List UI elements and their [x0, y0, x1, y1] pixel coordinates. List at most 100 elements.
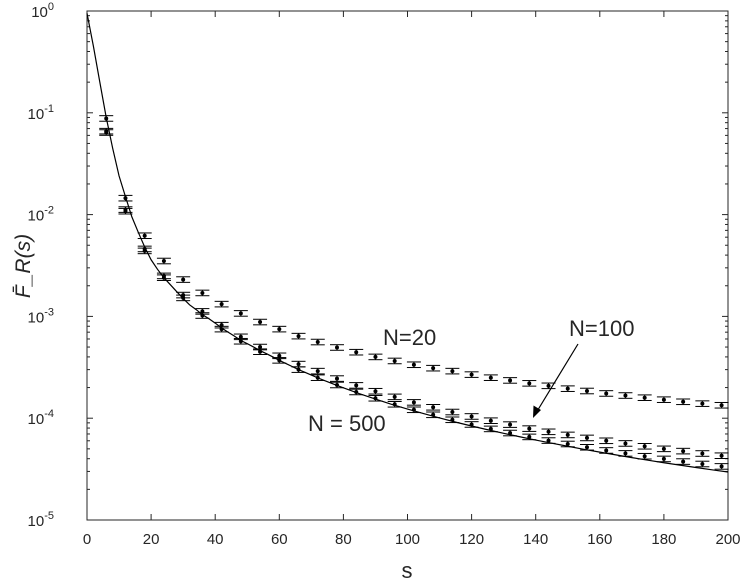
marker	[584, 435, 589, 440]
y-tick-base: 10	[28, 513, 45, 530]
x-tick-label: 180	[651, 531, 676, 548]
marker	[604, 391, 609, 396]
data-point	[522, 425, 537, 432]
y-tick-label: 100	[31, 1, 54, 21]
marker	[104, 130, 109, 135]
marker	[546, 383, 551, 388]
data-point	[406, 399, 421, 406]
marker	[546, 429, 551, 434]
marker	[469, 414, 474, 419]
data-point	[99, 129, 114, 136]
y-tick-base: 10	[28, 309, 45, 326]
marker	[469, 422, 474, 427]
marker	[411, 362, 416, 367]
y-tick-base: 10	[28, 106, 45, 123]
data-point	[656, 445, 671, 453]
marker	[700, 451, 705, 456]
marker	[623, 441, 628, 446]
y-tick-label: 10-4	[28, 408, 54, 428]
marker	[604, 438, 609, 443]
data-point	[195, 312, 210, 319]
y-tick-label: 10-2	[28, 205, 54, 225]
y-tick-exponent: -1	[44, 103, 54, 115]
data-point	[599, 447, 614, 454]
y-tick-label: 10-3	[28, 306, 54, 326]
marker	[584, 389, 589, 394]
marker	[546, 438, 551, 443]
series-markers	[99, 115, 729, 409]
marker	[354, 389, 359, 394]
marker	[488, 375, 493, 380]
y-tick-exponent: 0	[48, 1, 54, 13]
data-point	[406, 361, 421, 369]
data-point	[618, 450, 633, 457]
data-point	[560, 440, 575, 448]
marker	[219, 327, 224, 332]
data-point	[272, 357, 287, 364]
data-point	[156, 257, 171, 265]
marker	[508, 378, 513, 383]
data-point	[676, 398, 691, 406]
data-point	[656, 396, 671, 403]
marker	[431, 412, 436, 417]
marker	[277, 358, 282, 363]
data-point	[618, 440, 633, 447]
x-axis: 0 20 40 60 80 100 120 140 160 180 200	[83, 11, 741, 548]
marker	[623, 451, 628, 456]
x-tick-label: 20	[143, 531, 160, 548]
y-tick-base: 10	[28, 411, 45, 428]
marker	[642, 454, 647, 459]
marker	[238, 334, 243, 339]
data-point	[176, 276, 191, 283]
data-point	[156, 274, 171, 281]
data-point	[99, 115, 114, 122]
marker	[681, 449, 686, 454]
data-point	[618, 392, 633, 399]
data-point	[676, 447, 691, 455]
y-tick-label: 10-5	[28, 510, 54, 530]
data-point	[637, 442, 652, 450]
series-markers	[99, 129, 729, 470]
data-point	[195, 289, 210, 297]
data-point	[445, 416, 460, 424]
marker	[392, 358, 397, 363]
marker	[238, 339, 243, 344]
marker	[508, 422, 513, 427]
data-point	[637, 394, 652, 401]
marker	[315, 369, 320, 374]
marker	[258, 349, 263, 354]
x-tick-label: 0	[83, 531, 91, 548]
marker	[315, 340, 320, 345]
marker	[565, 432, 570, 437]
marker	[296, 334, 301, 339]
data-point	[214, 325, 229, 333]
data-point	[714, 452, 729, 460]
marker	[334, 382, 339, 387]
marker	[161, 259, 166, 264]
x-tick-label: 60	[271, 531, 288, 548]
marker	[527, 426, 532, 431]
y-tick-exponent: -4	[44, 408, 54, 420]
data-point	[310, 338, 325, 346]
marker	[354, 350, 359, 355]
data-point	[579, 443, 594, 451]
data-point	[253, 348, 268, 355]
data-point	[176, 294, 191, 302]
data-point	[445, 408, 460, 416]
x-tick-label: 100	[395, 531, 420, 548]
x-axis-label: s	[402, 558, 413, 582]
marker	[661, 397, 666, 402]
marker	[392, 402, 397, 407]
data-point	[599, 437, 614, 445]
annotation-n500: N = 500	[308, 411, 386, 436]
data-point	[426, 364, 441, 372]
data-point	[714, 401, 729, 409]
data-point	[579, 387, 594, 395]
marker	[700, 401, 705, 406]
data-point	[503, 377, 518, 384]
data-point	[541, 437, 556, 444]
data-point	[291, 332, 306, 340]
marker	[354, 383, 359, 388]
data-point	[483, 374, 498, 381]
